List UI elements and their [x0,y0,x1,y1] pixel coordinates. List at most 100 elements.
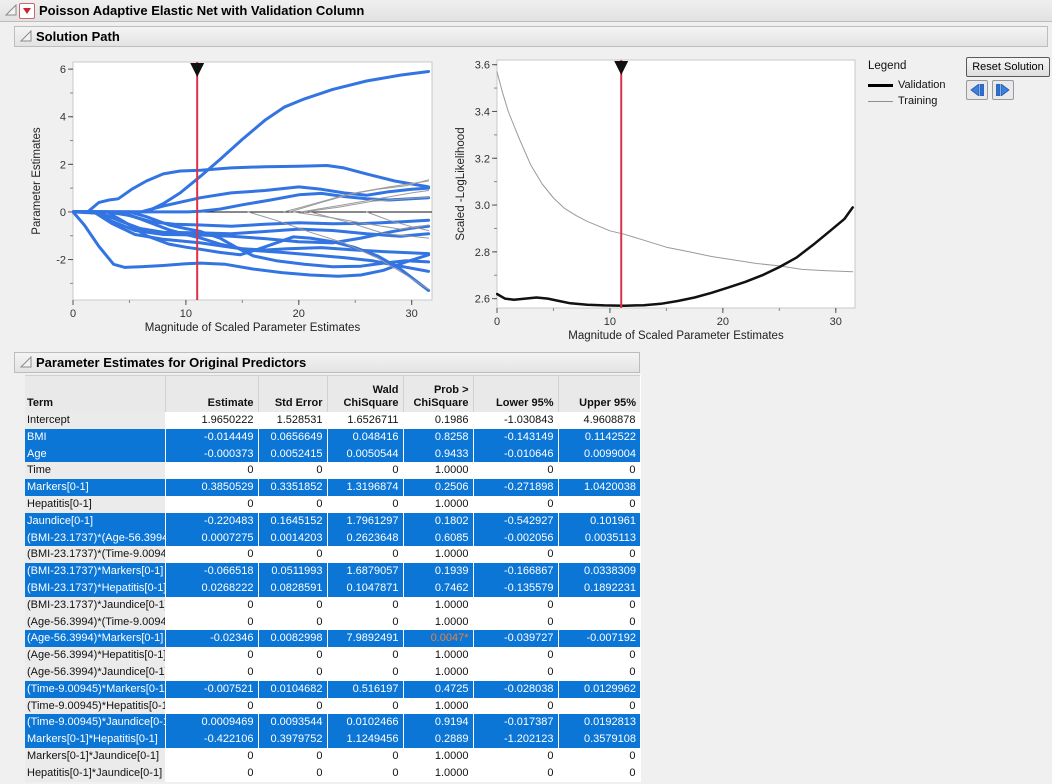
table-row[interactable]: (BMI-23.1737)*(Time-9.00945) 0 0 0 1.0000 0 0 [25,546,640,564]
y-axis-label: Scaled -LogLikelihood [455,127,467,240]
outline-disclosure-icon[interactable] [4,4,17,17]
term-cell: (Age-56.3994)*Markers[0-1] [25,630,166,648]
value-cell: -0.143149 [473,428,559,446]
value-cell: 0.6085 [403,529,474,547]
value-cell: 0 [473,697,558,715]
series-Validation [496,206,854,307]
table-row[interactable]: Markers[0-1]*Jaundice[0-1] 0 0 0 1.0000 0 0 [25,747,640,765]
x-tick-label: 0 [494,316,500,328]
step-forward-button[interactable] [992,80,1014,100]
value-cell: 0 [327,596,403,614]
value-cell: -0.271898 [473,479,559,496]
y-tick-label: 0 [60,207,66,219]
table-row[interactable]: Intercept 1.9650222 1.528531 1.6526711 0.198… [25,412,640,429]
value-cell: 0 [258,647,327,664]
value-cell: -0.066518 [165,563,259,580]
value-cell: 1.6879057 [327,563,404,580]
value-cell: 0.7462 [403,579,474,597]
value-cell: 0.1645152 [258,512,328,530]
table-row[interactable]: Markers[0-1]*Hepatitis[0-1] -0.422106 0.39… [25,731,640,748]
value-cell: 0 [558,596,640,614]
value-cell: 0.0007275 [165,529,259,547]
table-row[interactable]: Jaundice[0-1] -0.220483 0.1645152 1.7961297… [25,512,640,530]
solution-slider-handle-icon[interactable] [614,61,629,75]
value-cell: 0 [165,613,258,631]
term-cell: Markers[0-1]*Jaundice[0-1] [25,747,165,765]
solution-path-section-header: Solution Path [14,26,1048,47]
value-cell: -0.542927 [473,512,559,530]
red-triangle-menu-button[interactable] [19,2,35,19]
value-cell: 0 [327,747,403,765]
series-zeroed-path-1 [247,211,430,290]
value-cell: 0.3850529 [165,479,259,496]
legend-title: Legend [868,60,907,72]
term-cell: (BMI-23.1737)*Jaundice[0-1] [25,596,165,614]
value-cell: 1.0000 [403,462,473,480]
term-cell: Jaundice[0-1] [25,512,166,530]
series-estimate-path-2 [72,164,431,214]
value-cell: 0.0009469 [165,714,259,732]
series-estimate-path-9 [72,210,431,238]
table-row[interactable]: Markers[0-1] 0.3850529 0.3351852 1.3196874 0… [25,479,640,496]
table-row[interactable]: Time 0 0 0 1.0000 0 0 [25,462,640,480]
value-cell: 0 [558,647,640,664]
value-cell: 1.0000 [403,747,473,765]
table-row[interactable]: (Time-9.00945)*Jaundice[0-1] 0.0009469 0.0… [25,714,640,732]
table-row[interactable]: (Age-56.3994)*(Time-9.00945) 0 0 0 1.0000 0 0 [25,613,640,631]
value-cell: 0.516197 [327,680,404,698]
parameter-estimates-disclosure-icon[interactable] [19,356,32,369]
series-estimate-path-1 [72,70,431,214]
series-zeroed-path-8 [366,211,430,231]
value-cell: -0.014449 [165,428,259,446]
term-cell: Hepatitis[0-1]*Jaundice[0-1] [25,764,165,782]
value-cell: 0.3979752 [258,731,328,748]
table-row[interactable]: (BMI-23.1737)*(Age-56.3994) 0.0007275 0.00… [25,529,640,547]
step-backward-button[interactable] [966,80,988,100]
value-cell: 0 [165,697,258,715]
value-cell: 0.1802 [403,512,474,530]
y-axis-label: Parameter Estimates [31,127,43,235]
value-cell: 0.3351852 [258,479,328,496]
series-Training [496,71,854,273]
value-cell: 0 [327,764,403,782]
column-header-prob-chisquare: Prob > ChiSquare [403,375,474,412]
value-cell: -0.135579 [473,579,559,597]
table-row[interactable]: Age -0.000373 0.0052415 0.0050544 0.9433 -0.0… [25,445,640,463]
series-zeroed-path-7 [303,196,430,213]
table-row[interactable]: (Age-56.3994)*Markers[0-1] -0.02346 0.0082… [25,630,640,648]
reset-solution-button[interactable]: Reset Solution [966,57,1050,77]
value-cell: 0 [473,596,558,614]
column-header-wald-chisquare: Wald ChiSquare [327,375,404,412]
value-cell: 1.528531 [258,412,327,429]
value-cell: 0 [473,747,558,765]
value-cell: 0 [327,647,403,664]
table-row[interactable]: (Time-9.00945)*Markers[0-1] -0.007521 0.01… [25,680,640,698]
solution-path-disclosure-icon[interactable] [19,30,32,43]
value-cell: 0.0268222 [165,579,259,597]
value-cell: 0.0102466 [327,714,404,732]
value-cell: 0 [258,747,327,765]
table-row[interactable]: BMI -0.014449 0.0656649 0.048416 0.8258 -0.14… [25,428,640,446]
value-cell: 0 [473,663,558,681]
series-zeroed-path-4 [292,211,430,230]
table-row[interactable]: (Age-56.3994)*Jaundice[0-1] 0 0 0 1.0000 0 0 [25,663,640,681]
x-tick-label: 30 [406,308,418,320]
series-zeroed-path-5 [300,190,430,213]
table-row[interactable]: (Time-9.00945)*Hepatitis[0-1] 0 0 0 1.0000 0 0 [25,697,640,715]
table-row[interactable]: (BMI-23.1737)*Markers[0-1] -0.066518 0.051… [25,563,640,580]
value-cell: 0.2889 [403,731,474,748]
table-row[interactable]: (Age-56.3994)*Hepatitis[0-1] 0 0 0 1.0000 0 0 [25,647,640,664]
column-header-upper-95-: Upper 95% [558,375,640,412]
value-cell: 0 [473,495,558,513]
term-cell: Markers[0-1] [25,479,166,496]
solution-slider-handle-icon[interactable] [190,63,205,77]
report-title: Poisson Adaptive Elastic Net with Valida… [39,3,365,18]
legend-item-training: Training [868,95,964,107]
value-cell: -0.007192 [558,630,640,648]
table-row[interactable]: Hepatitis[0-1]*Jaundice[0-1] 0 0 0 1.0000 0 0 [25,764,640,782]
table-row[interactable]: Hepatitis[0-1] 0 0 0 1.0000 0 0 [25,495,640,513]
table-row[interactable]: (BMI-23.1737)*Hepatitis[0-1] 0.0268222 0.0… [25,579,640,597]
table-row[interactable]: (BMI-23.1737)*Jaundice[0-1] 0 0 0 1.0000 0 0 [25,596,640,614]
value-cell: 0.4725 [403,680,474,698]
